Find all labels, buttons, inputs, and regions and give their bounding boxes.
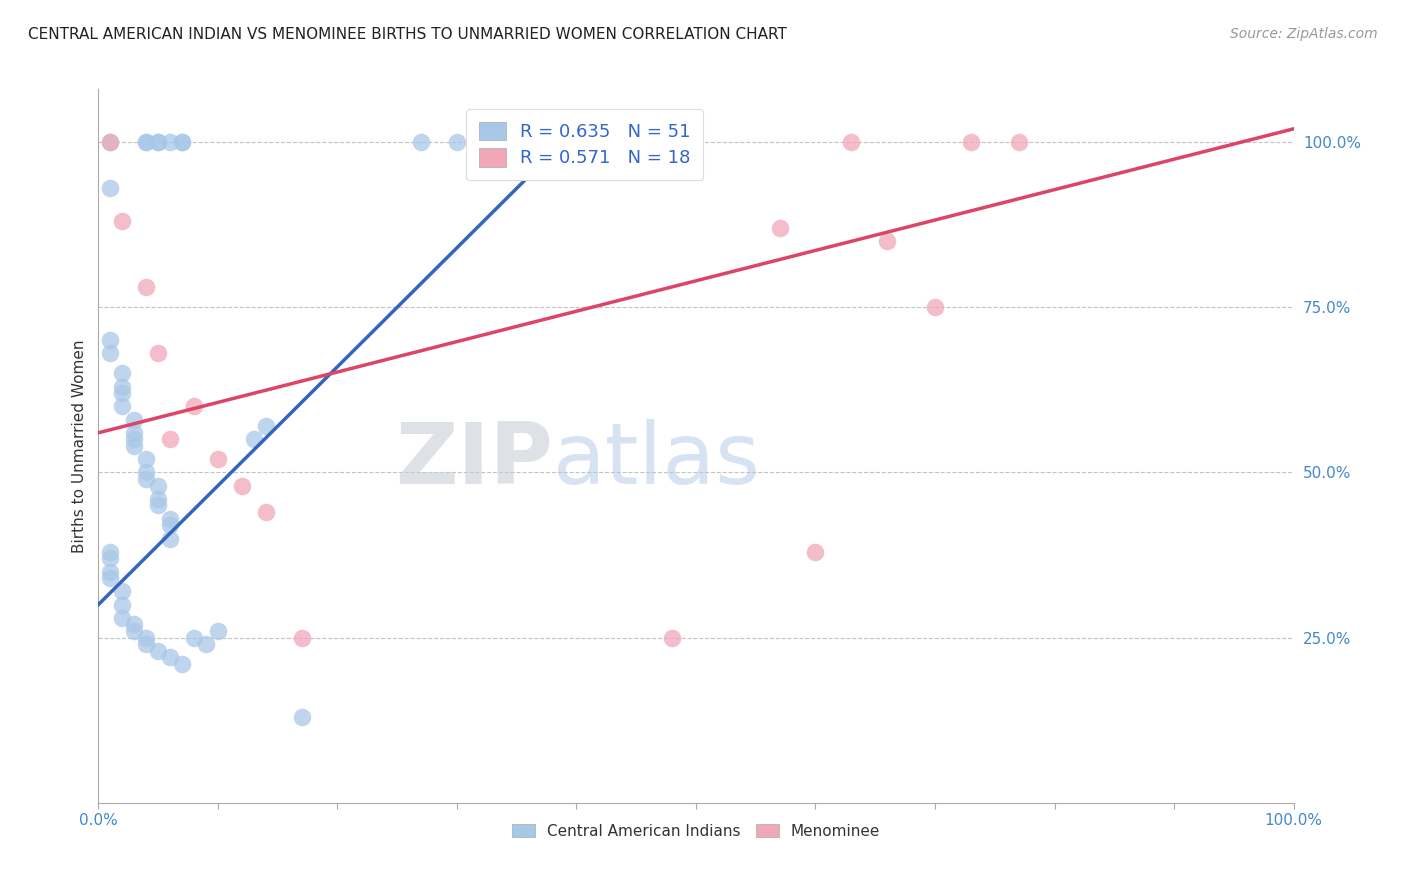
Point: [111, 386, 134, 401]
Point: [804, 545, 827, 559]
Point: [98, 565, 122, 579]
Point: [124, 624, 146, 638]
Text: Source: ZipAtlas.com: Source: ZipAtlas.com: [1230, 27, 1378, 41]
Point: [470, 135, 492, 149]
Point: [159, 532, 181, 546]
Point: [98, 135, 122, 149]
Point: [159, 433, 181, 447]
Point: [1008, 135, 1031, 149]
Point: [159, 518, 181, 533]
Point: [195, 637, 218, 651]
Point: [135, 631, 157, 645]
Point: [111, 584, 134, 599]
Point: [159, 511, 181, 525]
Point: [876, 234, 898, 248]
Point: [98, 135, 122, 149]
Point: [411, 135, 433, 149]
Point: [98, 346, 122, 360]
Point: [768, 221, 790, 235]
Point: [124, 617, 146, 632]
Text: ZIP: ZIP: [395, 418, 553, 502]
Point: [243, 433, 266, 447]
Legend: Central American Indians, Menominee: Central American Indians, Menominee: [506, 818, 886, 845]
Point: [148, 346, 170, 360]
Point: [148, 135, 170, 149]
Point: [172, 135, 194, 149]
Point: [172, 657, 194, 671]
Point: [111, 598, 134, 612]
Point: [124, 425, 146, 440]
Point: [231, 478, 253, 492]
Text: CENTRAL AMERICAN INDIAN VS MENOMINEE BIRTHS TO UNMARRIED WOMEN CORRELATION CHART: CENTRAL AMERICAN INDIAN VS MENOMINEE BIR…: [28, 27, 787, 42]
Point: [98, 181, 122, 195]
Point: [172, 135, 194, 149]
Point: [841, 135, 863, 149]
Point: [148, 478, 170, 492]
Point: [183, 631, 205, 645]
Point: [98, 545, 122, 559]
Text: atlas: atlas: [553, 418, 761, 502]
Point: [446, 135, 468, 149]
Point: [159, 135, 181, 149]
Point: [124, 433, 146, 447]
Point: [111, 367, 134, 381]
Point: [661, 631, 683, 645]
Point: [98, 571, 122, 585]
Point: [111, 400, 134, 414]
Point: [148, 135, 170, 149]
Point: [111, 214, 134, 228]
Point: [135, 280, 157, 294]
Point: [111, 379, 134, 393]
Point: [207, 452, 229, 467]
Point: [254, 505, 277, 519]
Point: [135, 135, 157, 149]
Point: [291, 710, 314, 724]
Point: [98, 333, 122, 347]
Point: [183, 400, 205, 414]
Point: [111, 611, 134, 625]
Point: [124, 439, 146, 453]
Y-axis label: Births to Unmarried Women: Births to Unmarried Women: [72, 339, 87, 553]
Point: [124, 412, 146, 426]
Point: [924, 300, 946, 314]
Point: [135, 472, 157, 486]
Point: [291, 631, 314, 645]
Point: [159, 650, 181, 665]
Point: [148, 644, 170, 658]
Point: [135, 452, 157, 467]
Point: [207, 624, 229, 638]
Point: [148, 491, 170, 506]
Point: [148, 499, 170, 513]
Point: [135, 466, 157, 480]
Point: [98, 551, 122, 566]
Point: [135, 135, 157, 149]
Point: [135, 637, 157, 651]
Point: [254, 419, 277, 434]
Point: [960, 135, 983, 149]
